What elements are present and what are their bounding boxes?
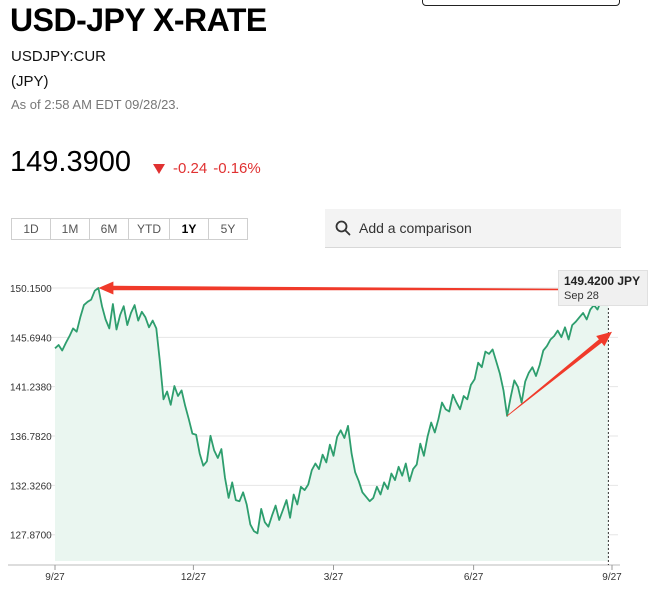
annotation-arrow [98, 281, 609, 295]
period-button-ytd[interactable]: YTD [129, 219, 170, 239]
comparison-search[interactable]: Add a comparison [325, 209, 621, 248]
x-tick-label: 3/27 [324, 572, 344, 583]
x-tick-label: 9/27 [45, 572, 65, 583]
x-tick-label: 9/27 [602, 572, 622, 583]
series-line [54, 287, 609, 535]
y-tick-label: 136.7820 [10, 432, 52, 443]
y-tick-label: 127.8700 [10, 531, 52, 542]
tooltip-value: 149.4200 JPY [564, 274, 641, 288]
annotation-arrow [506, 331, 612, 417]
y-tick-label: 141.2380 [10, 383, 52, 394]
x-tick-label: 6/27 [464, 572, 484, 583]
series-area [55, 288, 609, 561]
as-of-timestamp: As of 2:58 AM EDT 09/28/23. [11, 97, 180, 112]
period-button-1m[interactable]: 1M [51, 219, 90, 239]
comparison-search-label: Add a comparison [359, 220, 472, 236]
top-action-button[interactable] [422, 0, 620, 6]
change-value: -0.24 [173, 160, 208, 177]
change-percent: -0.16% [213, 160, 261, 177]
y-tick-label: 145.6940 [10, 333, 52, 344]
period-selector: 1D 1M 6M YTD 1Y 5Y [11, 218, 248, 240]
y-tick-label: 150.1500 [10, 284, 52, 295]
current-price: 149.3900 [10, 146, 131, 178]
price-change: -0.24 -0.16% [153, 160, 261, 177]
down-triangle-icon [153, 163, 165, 174]
price-chart: 150.1500 145.6940 141.2380 136.7820 132.3260… [8, 281, 622, 583]
ticker-symbol: USDJPY:CUR [11, 48, 107, 65]
period-button-6m[interactable]: 6M [90, 219, 129, 239]
period-button-1d[interactable]: 1D [12, 219, 51, 239]
tooltip-date: Sep 28 [564, 290, 599, 302]
x-tick-label: 12/27 [181, 572, 206, 583]
page-title: USD-JPY X-RATE [10, 2, 267, 38]
period-button-5y[interactable]: 5Y [209, 219, 247, 239]
search-icon [335, 220, 351, 236]
price-tooltip: 149.4200 JPY Sep 28 [558, 270, 648, 306]
y-tick-label: 132.3260 [10, 481, 52, 492]
period-button-1y[interactable]: 1Y [170, 219, 209, 239]
currency-label: (JPY) [11, 73, 49, 90]
